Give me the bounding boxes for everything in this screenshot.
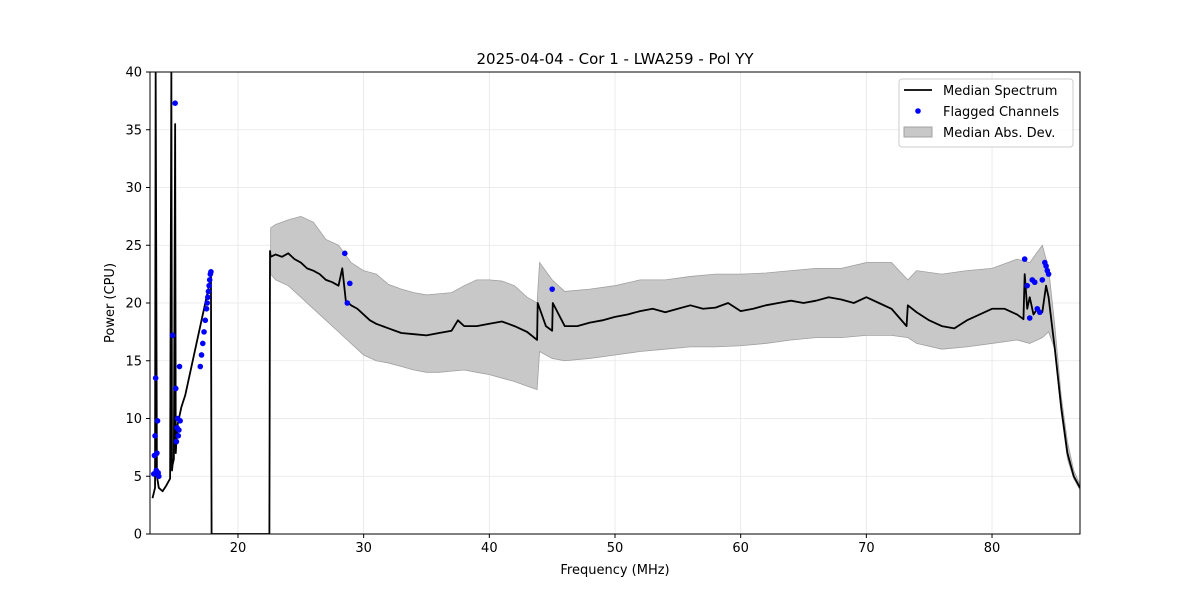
flagged-channel-point [201, 329, 207, 335]
y-axis-label: Power (CPU) [103, 263, 118, 343]
flagged-channel-point [152, 375, 159, 381]
legend-mad-label: Median Abs. Dev. [943, 126, 1055, 141]
x-tick-label: 70 [858, 541, 875, 556]
legend-flagged-swatch [915, 108, 921, 114]
flagged-channel-point [199, 340, 206, 347]
flagged-channels [150, 100, 1052, 480]
median-spectrum-line [151, 72, 1080, 534]
chart-title: 2025-04-04 - Cor 1 - LWA259 - Pol YY [477, 50, 755, 68]
flagged-channel-point [1021, 256, 1028, 262]
flagged-channel-point [173, 438, 180, 445]
y-tick-label: 5 [134, 470, 142, 485]
flagged-channel-point [1024, 282, 1031, 289]
y-tick-label: 0 [134, 528, 142, 543]
flagged-channel-point [152, 433, 158, 439]
flagged-channel-point [172, 385, 179, 392]
flagged-channel-point [175, 433, 182, 439]
x-tick-label: 30 [355, 541, 372, 556]
flagged-channel-point [177, 418, 183, 424]
x-tick-label: 60 [732, 541, 749, 556]
x-axis-label: Frequency (MHz) [560, 563, 669, 578]
y-tick-label: 15 [125, 354, 142, 369]
flagged-channel-point [1031, 279, 1038, 286]
axis-ticks: 20 30 40 50 60 70 80 0 5 10 15 20 25 30 35 40 [125, 66, 1000, 557]
flagged-channel-point [172, 100, 178, 106]
flagged-channel-point [205, 288, 212, 295]
flagged-channel-point [205, 294, 211, 301]
flagged-channel-point [206, 277, 213, 283]
y-tick-label: 25 [125, 239, 142, 254]
legend: Median Spectrum Flagged Channels Median … [898, 78, 1074, 148]
flagged-channel-point [549, 286, 555, 292]
y-tick-label: 10 [125, 412, 142, 427]
legend-flagged-label: Flagged Channels [943, 105, 1059, 120]
flagged-channel-point [204, 300, 210, 306]
flagged-channel-point [203, 305, 210, 312]
flagged-channel-point [1045, 271, 1052, 277]
flagged-channel-point [156, 473, 162, 480]
flagged-channel-point [198, 352, 205, 358]
flagged-channel-point [347, 280, 353, 287]
flagged-channel-point [1026, 315, 1033, 321]
x-tick-label: 80 [984, 541, 1001, 556]
flagged-channel-point [208, 269, 214, 275]
flagged-channel-point [202, 317, 209, 324]
flagged-channel-point [1043, 263, 1049, 269]
flagged-channel-point [169, 332, 176, 339]
mad-band [270, 215, 1080, 491]
x-tick-label: 40 [481, 541, 498, 556]
flagged-channel-point [344, 300, 351, 306]
legend-median-label: Median Spectrum [943, 84, 1057, 99]
flagged-channel-point [342, 250, 348, 257]
y-tick-label: 40 [125, 66, 142, 81]
legend-box [898, 78, 1074, 148]
x-tick-label: 50 [607, 541, 624, 556]
flagged-channel-point [154, 418, 161, 424]
flagged-channel-point [206, 282, 212, 289]
y-tick-label: 20 [125, 297, 142, 312]
x-tick-label: 20 [230, 541, 247, 556]
flagged-channel-point [154, 450, 160, 456]
flagged-channel-point [1036, 309, 1043, 316]
legend-mad-swatch [903, 126, 933, 138]
flagged-channel-point [197, 363, 204, 370]
plot-area [150, 72, 1080, 534]
y-tick-label: 30 [125, 181, 142, 196]
y-tick-label: 35 [125, 123, 142, 138]
flagged-channel-point [176, 363, 183, 370]
flagged-channel-point [176, 427, 182, 433]
flagged-channel-point [1039, 277, 1046, 283]
